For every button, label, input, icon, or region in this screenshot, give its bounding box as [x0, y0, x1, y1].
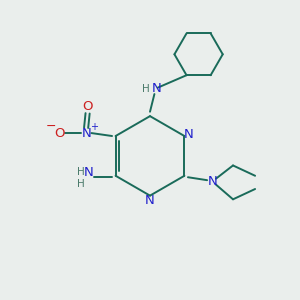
Text: N: N — [152, 82, 162, 95]
Text: N: N — [81, 127, 91, 140]
Text: O: O — [54, 127, 65, 140]
Text: H: H — [142, 84, 150, 94]
Text: +: + — [90, 122, 98, 132]
Text: −: − — [46, 120, 57, 133]
Text: N: N — [184, 128, 194, 141]
Text: O: O — [82, 100, 93, 113]
Text: H: H — [77, 179, 85, 189]
Text: N: N — [208, 175, 217, 188]
Text: N: N — [145, 194, 155, 207]
Text: N: N — [84, 166, 94, 179]
Text: H: H — [77, 167, 85, 177]
